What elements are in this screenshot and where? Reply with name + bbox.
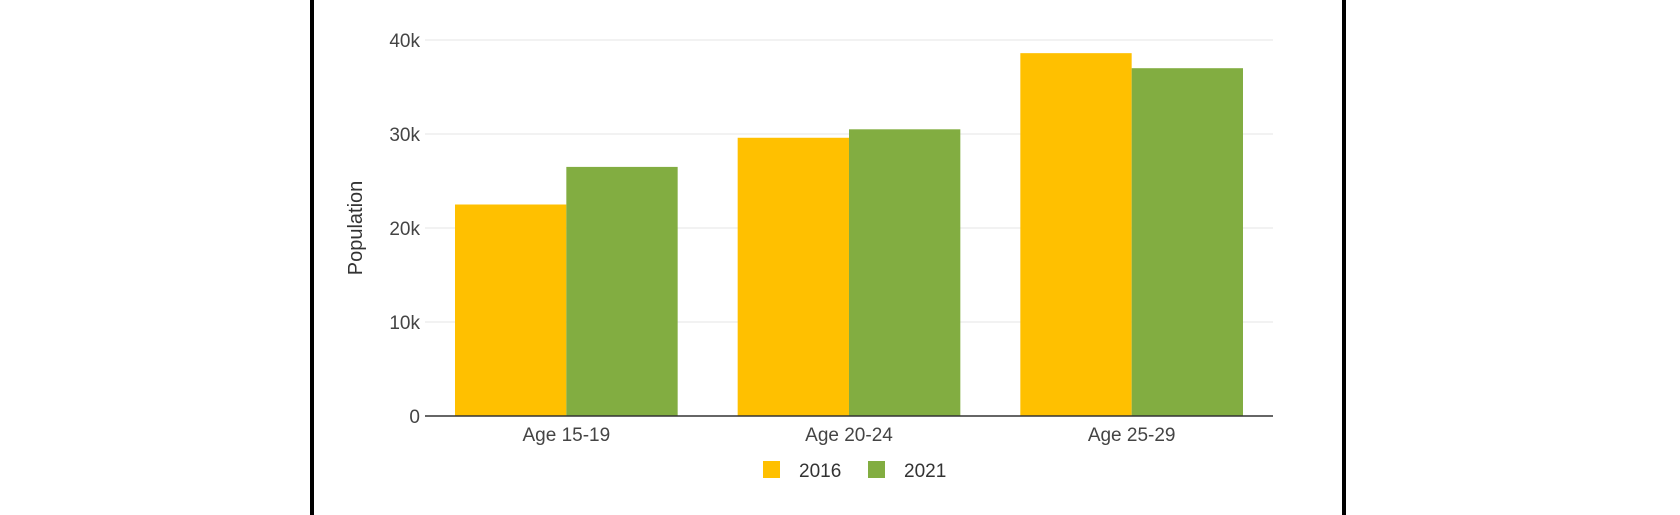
x-tick-label: Age 15-19: [522, 425, 610, 446]
y-tick-label: 10k: [389, 313, 420, 334]
x-tick-label: Age 25-29: [1088, 425, 1176, 446]
bar-2021-3: [1131, 68, 1243, 416]
bar-2016-2: [737, 137, 849, 416]
frame-right-border: [1342, 0, 1346, 515]
y-tick-label: 0: [409, 407, 420, 428]
legend-label-2016: 2016: [799, 461, 841, 482]
legend-swatch-2021: [868, 461, 885, 478]
legend-swatch-2016: [763, 461, 780, 478]
x-tick-labels: Age 15-19 Age 20-24 Age 25-29: [522, 425, 1175, 446]
frame-left-border: [310, 0, 314, 515]
y-tick-label: 20k: [389, 219, 420, 240]
x-tick-label: Age 20-24: [805, 425, 893, 446]
y-tick-label: 30k: [389, 125, 420, 146]
y-tick-label: 40k: [389, 31, 420, 52]
bar-2021-1: [566, 166, 678, 416]
bar-2016-3: [1020, 53, 1132, 416]
y-tick-labels: 0 10k 20k 30k 40k: [389, 31, 420, 428]
bar-2021-2: [849, 129, 961, 417]
bars: [455, 53, 1243, 417]
y-axis-title: Population: [345, 181, 367, 276]
bar-2016-1: [455, 204, 567, 416]
legend: 2016 2021: [763, 461, 946, 482]
legend-label-2021: 2021: [904, 461, 946, 482]
